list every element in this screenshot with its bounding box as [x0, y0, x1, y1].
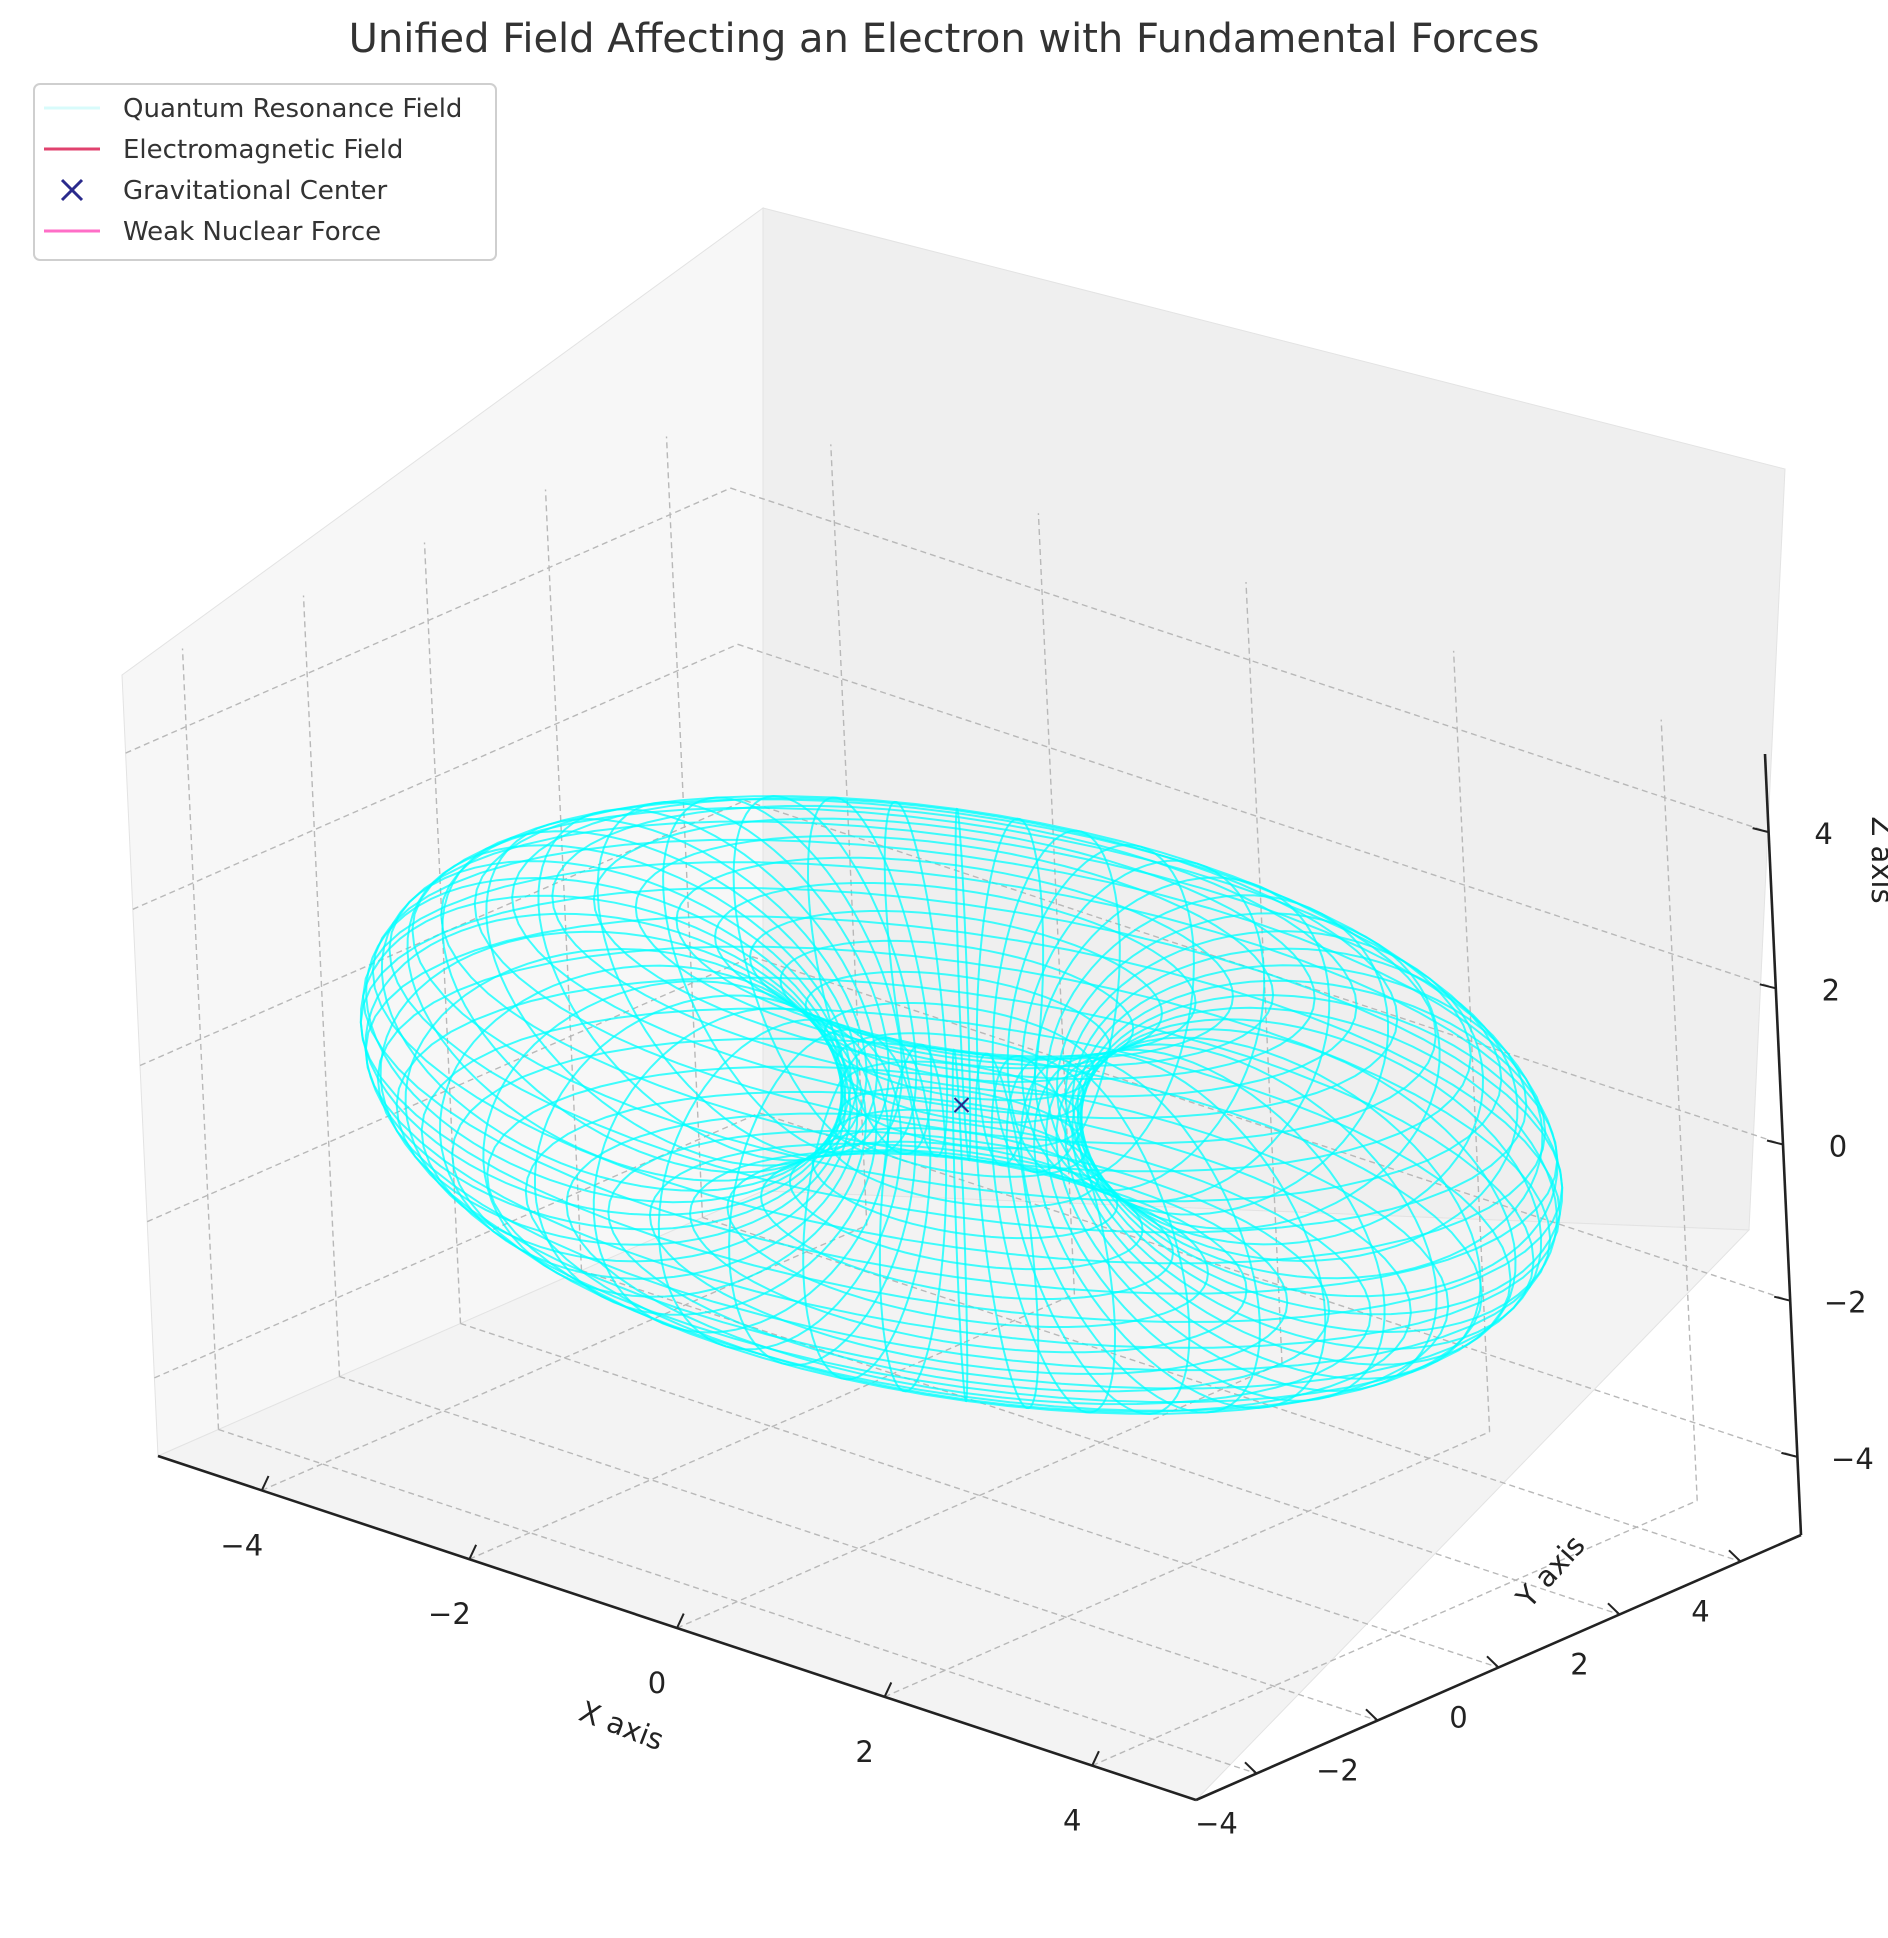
z-axis-tick — [1781, 1451, 1798, 1458]
z-axis-tick-label: 0 — [1829, 1130, 1847, 1164]
grid-line-y-left — [181, 648, 220, 1430]
y-axis-tick-label: −4 — [1195, 1807, 1238, 1841]
grid-line-y-floor — [460, 1322, 1499, 1669]
z-axis-tick-label: 4 — [1814, 817, 1832, 851]
z-axis-tick-label: −2 — [1824, 1286, 1867, 1320]
torus-parallel-line — [451, 1037, 1483, 1412]
torus-parallel-line — [565, 1112, 1372, 1406]
grid-line-z-back — [759, 1112, 1798, 1458]
torus-parallel-line — [364, 915, 1561, 1349]
quantum-resonance-field-surface — [359, 794, 1564, 1416]
torus-parallel-line — [486, 1065, 1450, 1415]
torus-parallel-line — [648, 1142, 1289, 1375]
y-axis-label: Y axis — [1509, 1528, 1592, 1615]
legend-label: Weak Nuclear Force — [123, 217, 381, 247]
z-axis-tick — [1773, 1295, 1791, 1302]
x-axis-tick-label: 4 — [1063, 1804, 1081, 1838]
x-axis-tick-label: 2 — [855, 1735, 873, 1769]
x-axis-tick-label: −4 — [220, 1528, 263, 1562]
z-axis-tick — [1766, 1139, 1784, 1146]
grid-line-z-left — [146, 956, 753, 1223]
x-axis-tick — [468, 1544, 478, 1560]
x-axis-tick — [260, 1475, 270, 1491]
torus-parallel-line — [388, 820, 1528, 1234]
torus-parallel-line — [607, 1129, 1331, 1393]
grid-line-z-back — [730, 487, 1769, 833]
torus-parallel-line — [759, 1149, 1175, 1300]
legend-label: Quantum Resonance Field — [123, 94, 462, 124]
torus-parallel-line — [726, 1152, 1210, 1328]
legend-label: Gravitational Center — [123, 176, 388, 206]
x-axis-tick-label: 0 — [648, 1666, 666, 1700]
legend-box — [33, 83, 497, 261]
z-axis-tick — [1759, 983, 1777, 990]
y-axis-tick-label: −2 — [1316, 1754, 1359, 1788]
y-axis-tick — [1244, 1761, 1258, 1775]
torus-parallel-line — [551, 804, 1358, 1098]
legend: Quantum Resonance Field Electromagnetic … — [33, 83, 497, 261]
torus-parallel-line — [823, 1002, 1095, 1102]
legend-item-electromagnetic-field: Electromagnetic Field — [44, 135, 403, 165]
y-axis-tick-label: 0 — [1449, 1701, 1467, 1735]
grid-line-x-floor — [469, 1293, 1075, 1560]
y-axis-tick-label: 4 — [1691, 1595, 1709, 1629]
legend-item-weak-nuclear-force: Weak Nuclear Force — [44, 217, 381, 247]
x-axis-tick — [1091, 1750, 1100, 1767]
grid-line-y-floor — [581, 1269, 1620, 1616]
torus-parallel-line — [411, 807, 1503, 1203]
center-x-stroke — [953, 1097, 970, 1113]
y-axis-tick — [1486, 1655, 1500, 1669]
grid-line-z-left — [125, 487, 731, 754]
torus-parallel-line — [359, 887, 1564, 1323]
gravitational-center-marker — [953, 1097, 970, 1113]
torus-parallel-line — [634, 835, 1275, 1068]
torus-parallel-line — [688, 1150, 1248, 1354]
torus-parallel-line — [376, 945, 1552, 1372]
grid-line-y-left — [302, 595, 341, 1377]
x-axis-tick — [883, 1681, 893, 1698]
torus-parallel-line — [788, 1140, 1144, 1271]
x-marker-icon — [60, 178, 84, 202]
torus-parallel-line — [592, 817, 1316, 1081]
torus-parallel-line — [524, 1090, 1412, 1413]
y-axis-tick-label: 2 — [1570, 1648, 1588, 1682]
torus-parallel-line — [835, 1032, 1086, 1124]
y-axis-tick — [1728, 1549, 1742, 1563]
torus-parallel-line — [811, 1127, 1119, 1240]
y-axis-tick — [1607, 1602, 1621, 1616]
x-axis-tick — [676, 1613, 685, 1629]
z-axis-label: Z axis — [1865, 816, 1888, 903]
torus-parallel-line — [420, 1007, 1512, 1403]
torus-parallel-line — [837, 1086, 1088, 1178]
torus-parallel-line — [748, 910, 1164, 1061]
grid-line-y-floor — [339, 1375, 1378, 1722]
torus-parallel-line — [362, 861, 1559, 1295]
legend-item-gravitational-center: Gravitational Center — [60, 176, 388, 206]
z-axis-tick-label: 2 — [1822, 973, 1840, 1007]
torus-parallel-line — [395, 976, 1535, 1390]
z-axis-tick — [1752, 827, 1769, 834]
torus-parallel-line — [828, 1108, 1100, 1208]
legend-item-quantum-resonance-field: Quantum Resonance Field — [44, 94, 462, 124]
axes-panes — [121, 207, 1786, 1801]
grid-line-z-back — [751, 956, 1791, 1302]
chart-title: Unified Field Affecting an Electron with… — [349, 16, 1540, 62]
grid-line-z-left — [132, 643, 739, 910]
torus-parallel-line — [511, 797, 1399, 1120]
legend-label: Electromagnetic Field — [123, 135, 403, 165]
torus-parallel-line — [371, 838, 1547, 1265]
y-axis-tick — [1365, 1708, 1379, 1722]
grid-line-y-floor — [218, 1428, 1257, 1775]
grid-line-z-back — [737, 643, 1777, 989]
x-axis-label: X axis — [575, 1694, 669, 1757]
x-axis-tick-label: −2 — [428, 1597, 471, 1631]
z-axis-tick-label: −4 — [1831, 1442, 1874, 1476]
axis-ticks: −4 −2 0 2 4 −4 −2 0 2 4 −4 −2 0 2 4 — [220, 817, 1873, 1840]
